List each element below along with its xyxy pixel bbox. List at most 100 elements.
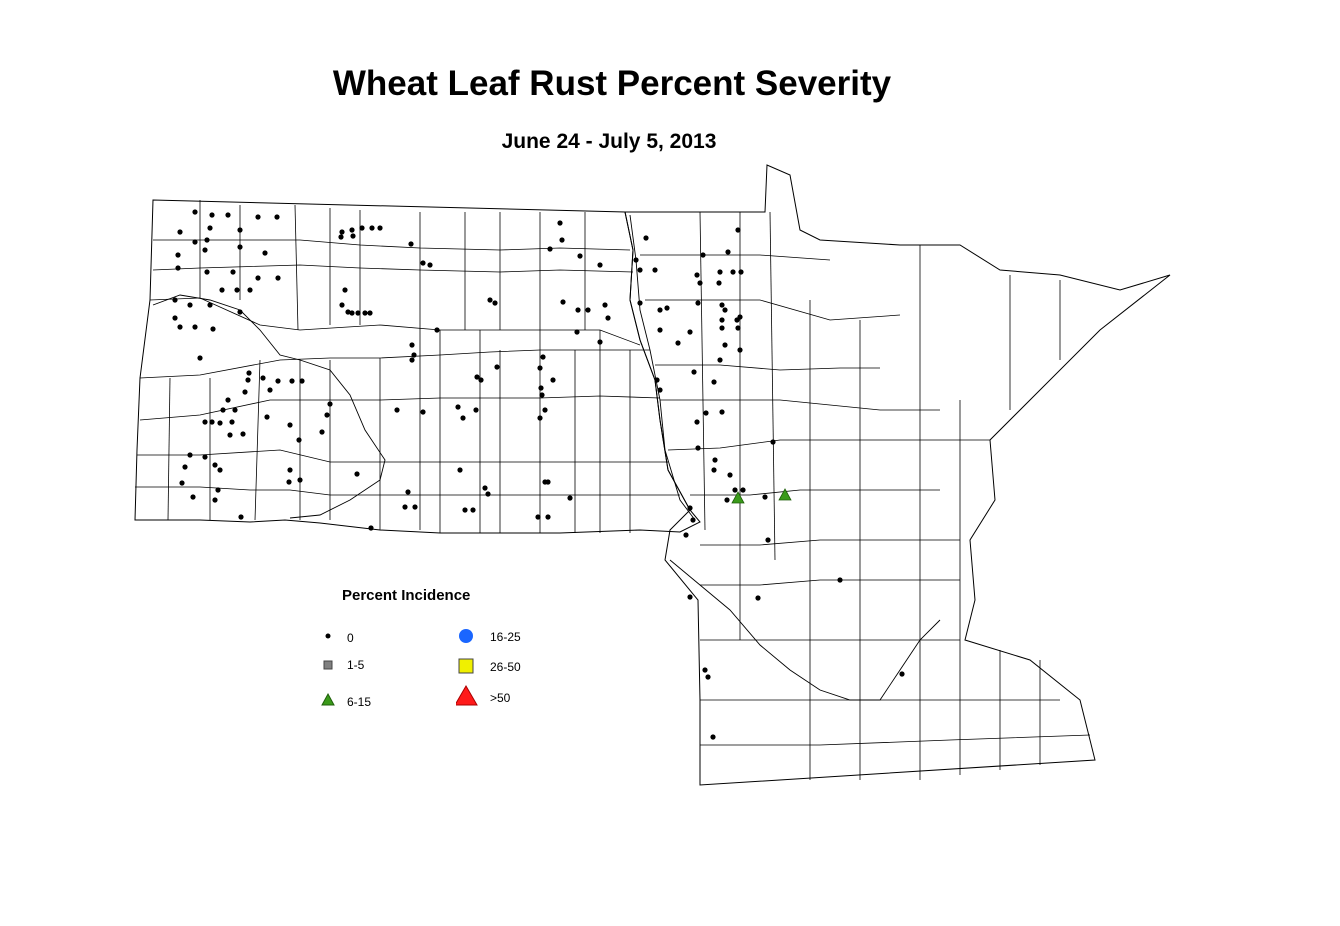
survey-points-6-15 (731, 488, 792, 504)
survey-point-0 (234, 287, 240, 293)
survey-point-0 (240, 431, 246, 437)
survey-point-0 (737, 347, 743, 353)
survey-point-0 (711, 467, 717, 473)
survey-point-0 (694, 419, 700, 425)
survey-point-0 (209, 212, 215, 218)
survey-point-0 (408, 241, 414, 247)
survey-point-0 (354, 471, 360, 477)
survey-point-0 (287, 422, 293, 428)
survey-point-0 (691, 369, 697, 375)
survey-point-0 (657, 307, 663, 313)
survey-point-0 (394, 407, 400, 413)
survey-point-0 (494, 364, 500, 370)
survey-point-0 (209, 419, 215, 425)
survey-point-0 (735, 227, 741, 233)
dakotas-county-lines (135, 200, 680, 533)
survey-point-0 (694, 272, 700, 278)
survey-point-0 (232, 407, 238, 413)
survey-point-0 (755, 595, 761, 601)
survey-point-0 (207, 225, 213, 231)
survey-points-0 (172, 209, 905, 740)
survey-point-0 (717, 357, 723, 363)
legend-blue-circle-icon (459, 629, 473, 643)
survey-point-0 (238, 514, 244, 520)
survey-point-0 (177, 229, 183, 235)
survey-point-0 (187, 302, 193, 308)
survey-point-0 (734, 317, 740, 323)
survey-point-0 (237, 227, 243, 233)
survey-point-0 (190, 494, 196, 500)
survey-point-0 (575, 307, 581, 313)
survey-point-0 (683, 532, 689, 538)
survey-point-0 (204, 269, 210, 275)
survey-point-0 (719, 409, 725, 415)
survey-point-0 (899, 671, 905, 677)
survey-point-0 (487, 297, 493, 303)
survey-point-0 (462, 507, 468, 513)
missouri-river (152, 294, 386, 519)
survey-point-0 (215, 487, 221, 493)
survey-point-0 (545, 479, 551, 485)
survey-point-0 (237, 244, 243, 250)
survey-point-0 (212, 462, 218, 468)
survey-point-0 (349, 227, 355, 233)
survey-point-0 (296, 437, 302, 443)
survey-point-0 (345, 309, 351, 315)
survey-point-0 (177, 324, 183, 330)
survey-point-0 (577, 253, 583, 259)
survey-point-0 (687, 329, 693, 335)
survey-point-0 (420, 260, 426, 266)
survey-point-0 (559, 237, 565, 243)
survey-point-0 (245, 377, 251, 383)
survey-point-0 (427, 262, 433, 268)
survey-point-0 (350, 233, 356, 239)
survey-point-0 (175, 252, 181, 258)
survey-point-0 (175, 265, 181, 271)
survey-point-0 (574, 329, 580, 335)
survey-point-0 (535, 514, 541, 520)
survey-point-0 (405, 489, 411, 495)
survey-point-0 (605, 315, 611, 321)
survey-point-0 (409, 342, 415, 348)
survey-point-0 (722, 307, 728, 313)
survey-point-0 (652, 267, 658, 273)
survey-point-0 (700, 252, 706, 258)
survey-point-0 (547, 246, 553, 252)
survey-point-0 (225, 397, 231, 403)
survey-point-0 (542, 407, 548, 413)
survey-point-0 (286, 479, 292, 485)
survey-point-0 (585, 307, 591, 313)
survey-point-0 (246, 370, 252, 376)
legend-green-triangle-icon (321, 692, 335, 706)
survey-point-0 (725, 249, 731, 255)
survey-point-0 (262, 250, 268, 256)
survey-point-0 (339, 229, 345, 235)
minnesota-county-lines (640, 211, 1091, 780)
survey-point-0 (274, 214, 280, 220)
survey-point-0 (402, 504, 408, 510)
survey-point-0 (187, 452, 193, 458)
survey-point-0 (716, 280, 722, 286)
legend-dot-icon (325, 633, 331, 639)
survey-point-0 (697, 280, 703, 286)
survey-point-0 (192, 239, 198, 245)
minnesota-outline (624, 164, 1171, 786)
survey-point-0 (204, 237, 210, 243)
survey-point-0 (538, 385, 544, 391)
survey-point-0 (202, 454, 208, 460)
survey-point-0 (255, 275, 261, 281)
survey-point-0 (227, 432, 233, 438)
survey-point-0 (247, 287, 253, 293)
survey-point-0 (550, 377, 556, 383)
survey-point-0 (560, 299, 566, 305)
survey-point-0 (368, 525, 374, 531)
survey-point-0 (719, 317, 725, 323)
survey-point-0 (654, 377, 660, 383)
survey-point-0 (192, 324, 198, 330)
survey-point-0 (409, 357, 415, 363)
survey-point-0 (289, 378, 295, 384)
survey-point-0 (738, 269, 744, 275)
survey-point-0 (319, 429, 325, 435)
survey-point-0 (537, 415, 543, 421)
